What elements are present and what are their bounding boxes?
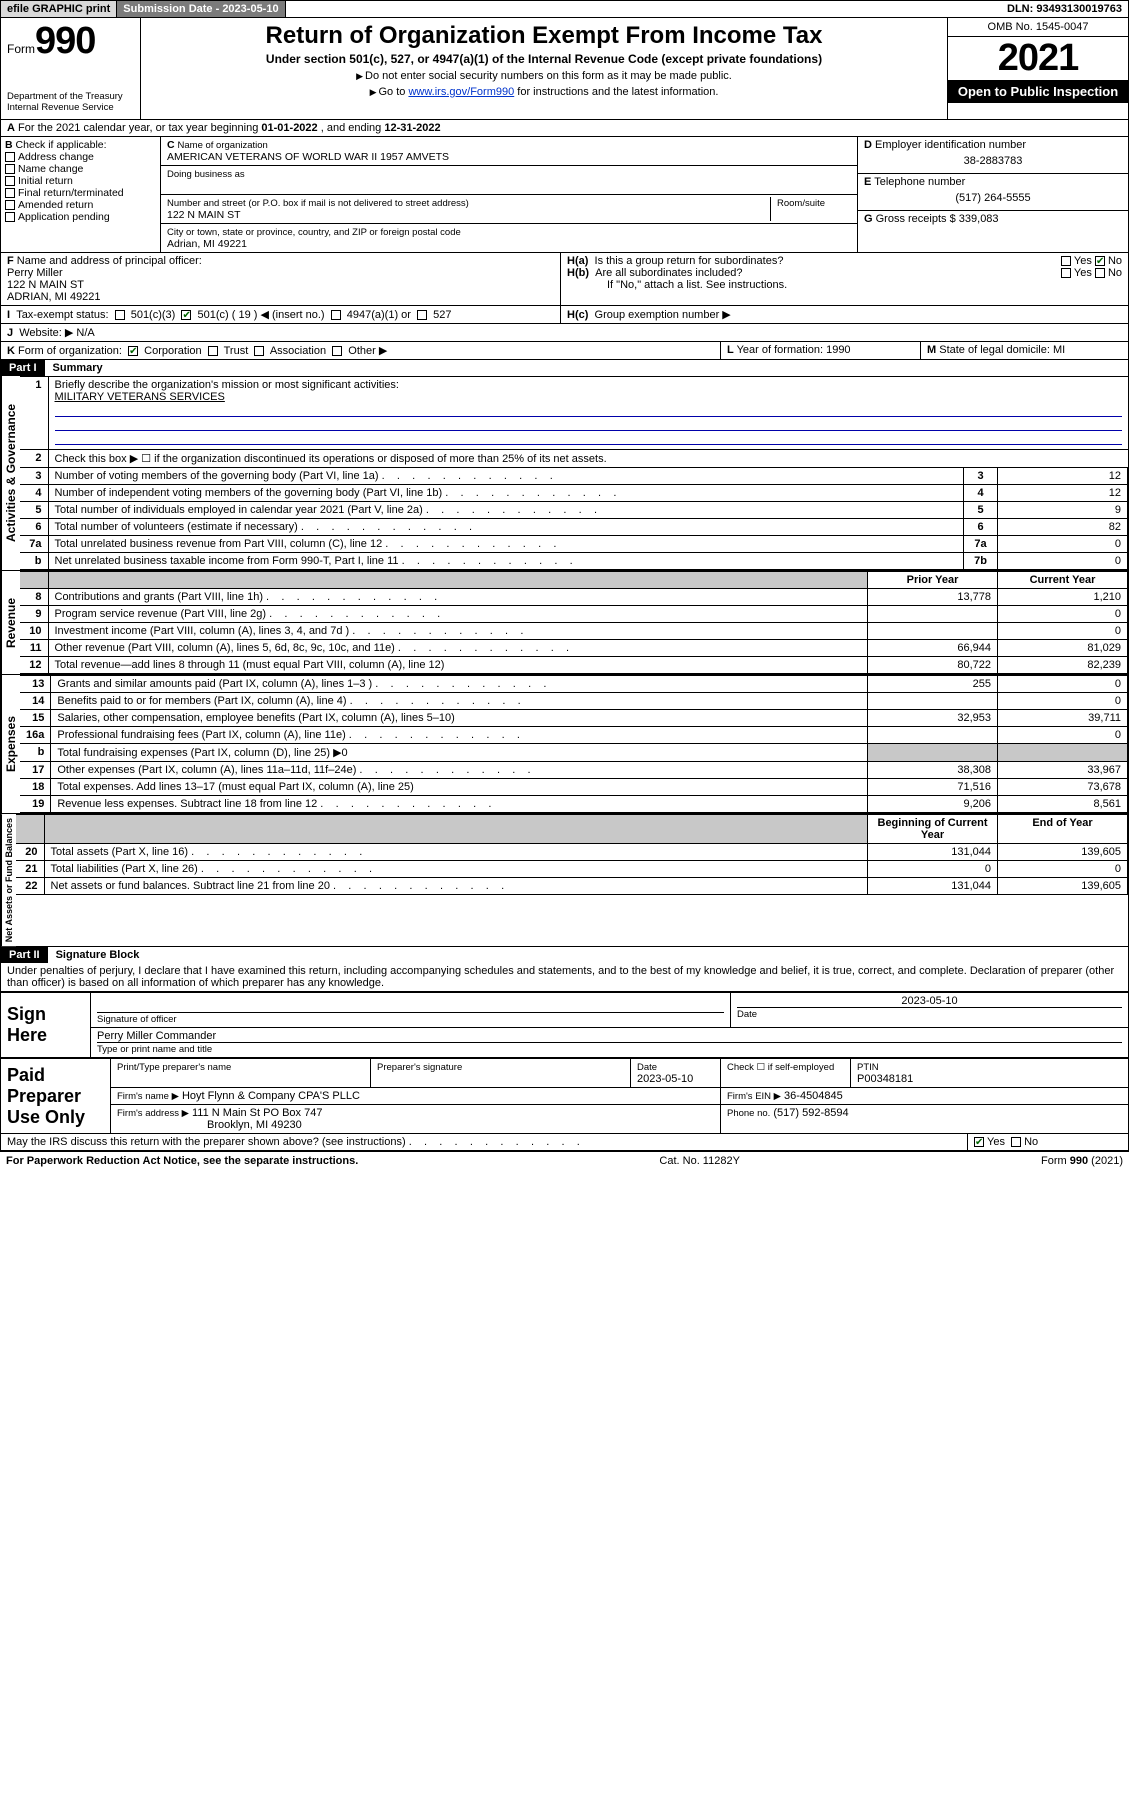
rev-line-9: 9Program service revenue (Part VIII, lin… [20,606,1128,623]
dln-label: DLN: 93493130019763 [1001,1,1128,17]
tab-governance: Activities & Governance [1,376,20,570]
form-subtitle: Under section 501(c), 527, or 4947(a)(1)… [149,52,939,66]
gov-line-7a: 7aTotal unrelated business revenue from … [20,536,1128,553]
opt-initial-return[interactable]: Initial return [18,175,73,187]
irs-label: Internal Revenue Service [7,102,134,113]
firm-name: Hoyt Flynn & Company CPA'S PLLC [182,1090,360,1102]
street-address: 122 N MAIN ST [167,209,241,221]
declaration-text: Under penalties of perjury, I declare th… [0,963,1129,992]
gov-line-4: 4Number of independent voting members of… [20,485,1128,502]
gross-receipts: 339,083 [959,213,999,225]
net-line-22: 22Net assets or fund balances. Subtract … [16,878,1128,895]
sign-here-label: Sign Here [7,1004,47,1045]
dba-label: Doing business as [167,169,245,180]
exp-line-16b: bTotal fundraising expenses (Part IX, co… [20,744,1128,762]
tab-revenue: Revenue [1,571,20,674]
net-line-20: 20Total assets (Part X, line 16)131,0441… [16,844,1128,861]
phone-value: (517) 264-5555 [864,188,1122,208]
net-line-21: 21Total liabilities (Part X, line 26)00 [16,861,1128,878]
rev-line-8: 8Contributions and grants (Part VIII, li… [20,589,1128,606]
rev-line-10: 10Investment income (Part VIII, column (… [20,623,1128,640]
exp-line-19: 19Revenue less expenses. Subtract line 1… [20,796,1128,813]
section-fh: F Name and address of principal officer:… [0,253,1129,306]
ptin-value: P00348181 [857,1073,913,1085]
opt-name-change[interactable]: Name change [18,163,83,175]
footer: For Paperwork Reduction Act Notice, see … [0,1151,1129,1170]
section-j: J Website: ▶ N/A [0,324,1129,342]
officer-name: Perry Miller [7,267,63,279]
exp-line-17: 17Other expenses (Part IX, column (A), l… [20,762,1128,779]
part1-expenses: Expenses 13Grants and similar amounts pa… [0,675,1129,814]
form990-link[interactable]: www.irs.gov/Form990 [408,86,514,98]
part1-governance: Activities & Governance 1 Briefly descri… [0,376,1129,571]
form-label: Form990 [7,20,134,63]
city-state-zip: Adrian, MI 49221 [167,238,247,250]
opt-address-change[interactable]: Address change [18,151,94,163]
instruction-1: Do not enter social security numbers on … [149,70,939,82]
gov-line-3: 3Number of voting members of the governi… [20,468,1128,485]
officer-name-title: Perry Miller Commander [97,1030,1122,1043]
exp-line-18: 18Total expenses. Add lines 13–17 (must … [20,779,1128,796]
gov-line-6: 6Total number of volunteers (estimate if… [20,519,1128,536]
form-title: Return of Organization Exempt From Incom… [149,22,939,50]
box-c: C Name of organization AMERICAN VETERANS… [161,137,858,252]
gov-line-5: 5Total number of individuals employed in… [20,502,1128,519]
mission-text: MILITARY VETERANS SERVICES [55,391,225,403]
tax-year: 2021 [948,37,1128,80]
rev-line-11: 11Other revenue (Part VIII, column (A), … [20,640,1128,657]
section-i: I Tax-exempt status: 501(c)(3) 501(c) ( … [0,306,1129,324]
line-a: A For the 2021 calendar year, or tax yea… [0,120,1129,137]
form-header: Form990 Department of the Treasury Inter… [0,18,1129,120]
open-public-badge: Open to Public Inspection [948,80,1128,103]
submission-date-button[interactable]: Submission Date - 2023-05-10 [117,1,285,17]
signature-table: Sign Here Signature of officer 2023-05-1… [0,992,1129,1058]
part1-header: Part I Summary [0,360,1129,376]
preparer-phone: (517) 592-8594 [773,1107,848,1119]
top-bar: efile GRAPHIC print Submission Date - 20… [0,0,1129,18]
efile-button[interactable]: efile GRAPHIC print [1,1,117,17]
exp-line-13: 13Grants and similar amounts paid (Part … [20,676,1128,693]
dept-label: Department of the Treasury [7,91,134,102]
opt-final-return[interactable]: Final return/terminated [18,187,124,199]
part2-header: Part II Signature Block [0,947,1129,963]
tab-netassets: Net Assets or Fund Balances [1,814,16,946]
section-bcdeg: B Check if applicable: Address change Na… [0,137,1129,253]
exp-line-14: 14Benefits paid to or for members (Part … [20,693,1128,710]
opt-amended[interactable]: Amended return [18,199,93,211]
paid-preparer-label: Paid Preparer Use Only [7,1065,85,1127]
gov-line-7b: bNet unrelated business taxable income f… [20,553,1128,570]
omb-number: OMB No. 1545-0047 [948,18,1128,37]
ein-value: 38-2883783 [864,151,1122,171]
part1-revenue: Revenue Prior YearCurrent Year 8Contribu… [0,571,1129,675]
instruction-2: Go to www.irs.gov/Form990 for instructio… [149,86,939,98]
section-klm: K Form of organization: Corporation Trus… [0,342,1129,360]
website-value: N/A [76,327,94,339]
tab-expenses: Expenses [1,675,20,813]
part1-netassets: Net Assets or Fund Balances Beginning of… [0,814,1129,947]
opt-application-pending[interactable]: Application pending [18,211,110,223]
box-b: B Check if applicable: Address change Na… [1,137,161,252]
org-name: AMERICAN VETERANS OF WORLD WAR II 1957 A… [167,151,449,163]
discuss-row: May the IRS discuss this return with the… [0,1134,1129,1151]
exp-line-16a: 16aProfessional fundraising fees (Part I… [20,727,1128,744]
rev-line-12: 12Total revenue—add lines 8 through 11 (… [20,657,1128,674]
firm-ein: 36-4504845 [784,1090,843,1102]
exp-line-15: 15Salaries, other compensation, employee… [20,710,1128,727]
preparer-table: Paid Preparer Use Only Print/Type prepar… [0,1058,1129,1134]
